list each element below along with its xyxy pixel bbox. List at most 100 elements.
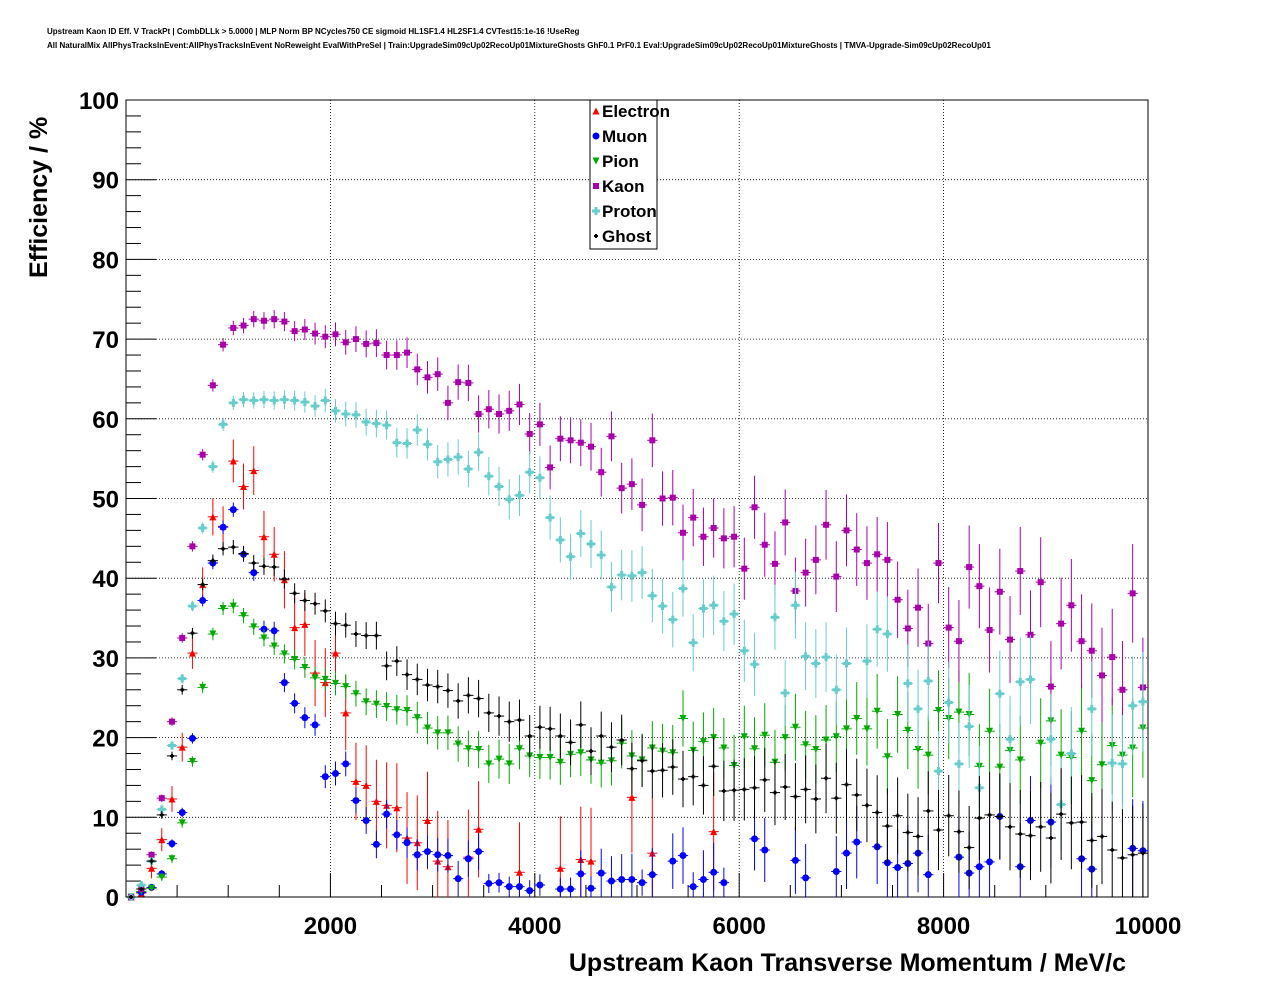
data-point-pion bbox=[1016, 756, 1024, 764]
data-point-ghost bbox=[549, 726, 552, 731]
data-point-electron bbox=[158, 836, 166, 844]
data-point-kaon bbox=[1027, 631, 1034, 638]
data-point-electron bbox=[332, 649, 340, 657]
data-point-kaon bbox=[812, 556, 819, 563]
data-point-proton bbox=[313, 402, 317, 411]
data-point-pion bbox=[1088, 777, 1096, 785]
data-point-pion bbox=[781, 734, 789, 742]
data-point-muon bbox=[628, 875, 636, 883]
legend-box bbox=[589, 99, 658, 250]
data-point-kaon bbox=[649, 437, 656, 444]
data-point-muon bbox=[669, 857, 677, 865]
data-point-muon bbox=[229, 506, 237, 514]
data-point-muon bbox=[597, 869, 605, 877]
data-point-muon bbox=[894, 864, 902, 872]
y-tick-label: 60 bbox=[92, 407, 119, 434]
y-tick-label: 90 bbox=[92, 168, 119, 195]
data-point-proton bbox=[947, 698, 951, 707]
data-point-kaon bbox=[1047, 683, 1054, 690]
data-point-muon bbox=[280, 679, 288, 687]
data-point-proton bbox=[436, 457, 440, 466]
y-tick-label: 100 bbox=[79, 88, 119, 115]
data-point-ghost bbox=[814, 796, 817, 801]
data-point-proton bbox=[558, 535, 562, 544]
data-point-muon bbox=[321, 773, 329, 781]
data-point-pion bbox=[188, 758, 196, 766]
data-point-muon bbox=[454, 875, 462, 883]
data-point-muon bbox=[475, 848, 483, 856]
y-tick-label: 50 bbox=[92, 487, 119, 514]
data-point-proton bbox=[1110, 759, 1114, 768]
data-point-proton bbox=[303, 398, 307, 407]
data-point-proton bbox=[722, 617, 726, 626]
data-point-muon bbox=[250, 569, 258, 577]
data-point-pion bbox=[250, 623, 258, 631]
data-point-ghost bbox=[620, 737, 623, 742]
data-point-ghost bbox=[477, 696, 480, 701]
data-point-proton bbox=[507, 495, 511, 504]
data-point-kaon bbox=[179, 634, 186, 641]
data-point-proton bbox=[957, 759, 961, 768]
data-point-ghost bbox=[559, 734, 562, 739]
data-point-kaon bbox=[526, 430, 533, 437]
data-point-kaon bbox=[434, 371, 441, 378]
data-point-pion bbox=[423, 724, 431, 732]
data-point-ghost bbox=[273, 565, 276, 570]
data-point-muon bbox=[802, 874, 810, 882]
data-point-muon bbox=[607, 877, 615, 885]
data-point-kaon bbox=[720, 535, 727, 542]
data-point-proton bbox=[262, 395, 266, 404]
data-point-pion bbox=[832, 733, 840, 741]
data-point-proton bbox=[865, 657, 869, 666]
data-point-proton bbox=[599, 551, 603, 560]
x-tick-label: 10000 bbox=[1115, 913, 1182, 940]
data-point-proton bbox=[661, 602, 665, 611]
data-point-pion bbox=[955, 708, 963, 716]
data-point-kaon bbox=[271, 316, 278, 323]
data-point-electron bbox=[475, 825, 483, 833]
data-point-proton bbox=[180, 674, 184, 683]
y-tick-label: 20 bbox=[92, 726, 119, 753]
data-point-kaon bbox=[1007, 636, 1014, 643]
data-point-muon bbox=[188, 734, 196, 742]
data-point-ghost bbox=[845, 782, 848, 787]
data-point-pion bbox=[301, 663, 309, 671]
data-point-proton bbox=[732, 610, 736, 619]
data-point-proton bbox=[548, 513, 552, 522]
data-point-ghost bbox=[651, 769, 654, 774]
data-point-muon bbox=[761, 846, 769, 854]
data-point-electron bbox=[628, 793, 636, 801]
data-point-electron bbox=[148, 864, 156, 872]
data-point-muon bbox=[383, 810, 391, 818]
data-point-muon bbox=[301, 714, 309, 722]
data-point-pion bbox=[362, 698, 370, 706]
data-point-proton bbox=[906, 679, 910, 688]
data-point-electron bbox=[372, 797, 380, 805]
data-point-proton bbox=[354, 410, 358, 419]
data-point-pion bbox=[883, 753, 891, 761]
data-point-ghost bbox=[937, 828, 940, 833]
data-point-ghost bbox=[406, 672, 409, 677]
data-point-ghost bbox=[324, 608, 327, 613]
data-point-pion bbox=[751, 745, 759, 753]
data-point-proton bbox=[814, 659, 818, 668]
data-point-electron bbox=[352, 777, 360, 785]
data-point-ghost bbox=[354, 631, 357, 636]
data-point-kaon bbox=[843, 527, 850, 534]
data-point-proton bbox=[630, 571, 634, 580]
legend-label-kaon: Kaon bbox=[602, 177, 645, 196]
y-axis-label: Efficiency / % bbox=[25, 117, 53, 278]
data-point-ghost bbox=[242, 551, 245, 556]
data-point-ghost bbox=[518, 718, 521, 723]
legend-marker-ghost bbox=[595, 234, 597, 238]
data-point-kaon bbox=[414, 366, 421, 373]
data-point-kaon bbox=[199, 451, 206, 458]
data-point-kaon bbox=[322, 333, 329, 340]
data-point-kaon bbox=[639, 501, 646, 508]
data-point-pion bbox=[229, 602, 237, 610]
data-point-proton bbox=[466, 465, 470, 474]
data-point-muon bbox=[679, 852, 687, 860]
data-point-ghost bbox=[538, 725, 541, 730]
data-point-pion bbox=[791, 723, 799, 731]
